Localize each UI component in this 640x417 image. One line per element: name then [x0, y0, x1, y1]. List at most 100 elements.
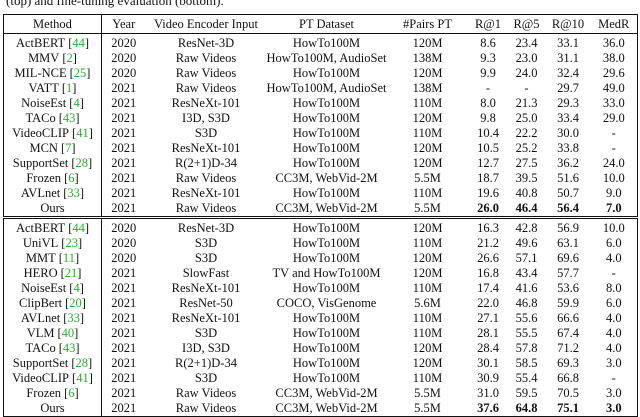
table-cell: 55.6 [515, 311, 538, 325]
citation: [41] [72, 126, 93, 140]
table-cell: 2021 [111, 171, 137, 185]
table-row: VideoCLIP [41] 2021 S3D HowTo100M 110M 30.9 55.… [3, 371, 638, 386]
table-cell: 4.0 [605, 341, 622, 355]
table-cell: - [524, 81, 529, 95]
table-cell: 67.4 [557, 326, 579, 340]
column-header: MedR [590, 14, 638, 34]
table-row: AVLnet [33] 2021 ResNeXt-101 HowTo100M 110M 19… [3, 186, 638, 201]
table-row: AVLnet [33] 2021 ResNeXt-101 HowTo100M 110M 27… [3, 311, 638, 326]
results-table: Method Year Video Encoder Input PT Dataset #… [3, 14, 638, 417]
table-row: SupportSet [28] 2021 R(2+1)D-34 HowTo100M 120… [3, 156, 638, 171]
method-cell: VideoCLIP [41] [3, 371, 102, 386]
table-cell: 24.0 [515, 66, 538, 80]
table-cell: 2020 [111, 236, 137, 250]
method-name: VideoCLIP [12, 126, 70, 140]
table-body: ActBERT [44] 2020 ResNet-3D HowTo100M 120M 8.6… [3, 33, 638, 417]
citation: [6] [64, 171, 79, 185]
table-cell: 29.6 [602, 66, 625, 80]
method-name: AVLnet [20, 311, 61, 325]
table-cell: Raw Videos [175, 81, 237, 95]
table-cell: 46.8 [515, 296, 538, 310]
citation: [23] [61, 236, 83, 250]
citation: [1] [61, 81, 77, 95]
table-row: Ours 2021 Raw Videos CC3M, WebVid-2M 5.5M 37.… [3, 401, 638, 417]
table-cell: HowTo100M, AudioSet [266, 81, 387, 95]
method-cell: TACo [43] [3, 341, 102, 356]
table-cell: 71.2 [557, 341, 579, 355]
table-row: MMV [2] 2020 Raw Videos HowTo100M, AudioSet 1… [3, 51, 638, 66]
table-cell: 5.5M [414, 401, 441, 415]
citation: [40] [57, 326, 79, 340]
table-cell: 10.0 [602, 171, 625, 185]
table-cell: 138M [412, 51, 443, 65]
table-cell: HowTo100M [292, 356, 361, 370]
table-cell: I3D, S3D [182, 341, 230, 355]
table-cell: 138M [412, 81, 443, 95]
table-cell: 36.0 [602, 36, 625, 50]
table-cell: 2021 [111, 386, 137, 400]
citation: [33] [63, 311, 85, 325]
citation: [2] [62, 51, 77, 65]
table-cell: 2021 [111, 311, 137, 325]
table-cell: 8.0 [605, 281, 622, 295]
table-cell: 21.3 [515, 96, 538, 110]
citation: [41] [72, 371, 93, 385]
table-cell: ResNet-3D [177, 36, 235, 50]
column-header: Year [101, 14, 146, 34]
method-cell: AVLnet [33] [3, 311, 102, 326]
table-cell: HowTo100M [292, 236, 361, 250]
table-cell: 120M [412, 251, 443, 265]
table-cell: 32.4 [557, 66, 579, 80]
table-cell: - [611, 266, 616, 280]
table-cell: 66.8 [557, 371, 579, 385]
method-name: HERO [23, 266, 58, 280]
citation: [33] [63, 186, 85, 200]
table-cell: 6.0 [605, 296, 622, 310]
table-cell: S3D [194, 371, 218, 385]
table-cell: HowTo100M [266, 216, 387, 236]
table-cell: 33.8 [557, 141, 579, 155]
table-cell: ResNeXt-101 [171, 281, 241, 295]
column-header: PT Dataset [266, 14, 387, 34]
table-cell: 40.8 [515, 186, 538, 200]
table-cell: 4.0 [605, 311, 622, 325]
table-cell: 4.0 [605, 326, 622, 340]
table-cell: 75.1 [557, 401, 579, 415]
table-cell: 2020 [111, 251, 137, 265]
citation: [6] [64, 386, 79, 400]
table-cell: ResNet-3D [145, 216, 267, 236]
table-cell: 43.4 [515, 266, 538, 280]
method-cell: HERO [21] [3, 266, 102, 281]
citation: [25] [69, 66, 91, 80]
table-cell: I3D, S3D [182, 111, 230, 125]
table-cell: 2021 [111, 341, 137, 355]
table-cell: HowTo100M [292, 281, 361, 295]
table-cell: HowTo100M [292, 111, 361, 125]
table-cell: 55.4 [515, 371, 538, 385]
table-cell: 2021 [111, 296, 137, 310]
method-cell: Frozen [6] [3, 171, 102, 186]
table-cell: 2021 [111, 401, 137, 415]
caption-text: (top) and fine-tuning evaluation (bottom… [6, 0, 224, 8]
table-cell: ResNeXt-101 [171, 141, 241, 155]
column-header: #Pairs PT [386, 14, 469, 34]
table-cell: 3.0 [605, 401, 622, 415]
method-cell: ClipBert [20] [3, 296, 102, 311]
table-cell: 2021 [111, 326, 137, 340]
method-name: TACo [25, 111, 56, 125]
table-cell: 49.0 [602, 81, 625, 95]
method-name: VideoCLIP [12, 371, 70, 385]
table-cell: 110M [412, 96, 443, 110]
table-cell: R(2+1)D-34 [175, 356, 237, 370]
table-cell: 50.7 [557, 186, 579, 200]
table-cell: 27.1 [477, 311, 499, 325]
method-cell: NoiseEst [4] [3, 281, 102, 296]
table-cell: S3D [194, 251, 218, 265]
column-header: Video Encoder Input [145, 14, 267, 34]
method-cell: AVLnet [33] [3, 186, 102, 201]
table-cell: - [611, 371, 616, 385]
table-cell: 21.2 [477, 236, 499, 250]
table-row: MMT [11] 2020 S3D HowTo100M 120M 26.6 57.1 69.6 4… [3, 251, 638, 266]
table-cell: 120M [412, 341, 443, 355]
method-cell: SupportSet [28] [3, 356, 102, 371]
